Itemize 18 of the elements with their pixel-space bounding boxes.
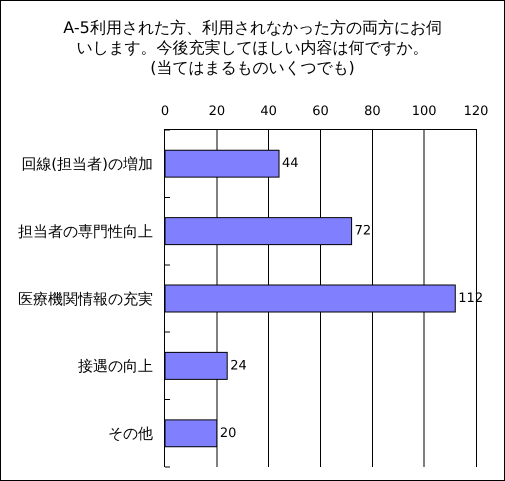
x-tick-label: 0 bbox=[160, 104, 170, 119]
x-tick-label: 20 bbox=[208, 104, 226, 119]
y-tick-label: 回線(担当者)の増加 bbox=[21, 154, 153, 173]
x-tick-label: 60 bbox=[312, 104, 329, 119]
data-label: 20 bbox=[220, 426, 236, 441]
x-tick-label: 120 bbox=[464, 104, 488, 119]
x-tick-label: 40 bbox=[260, 104, 277, 119]
x-tick-label: 80 bbox=[364, 104, 381, 119]
y-tick-label: 担当者の専門性向上 bbox=[18, 222, 153, 240]
data-label: 44 bbox=[282, 156, 299, 172]
y-tick-label: その他 bbox=[108, 424, 153, 443]
y-tick-label: 医療機関情報の充実 bbox=[18, 290, 153, 308]
data-label: 72 bbox=[354, 224, 372, 239]
y-tick-label: 接遇の向上 bbox=[78, 357, 153, 376]
chart-title: A-5利用された方、利用されなかった方の両方にお伺いします。今後充実してほしい内容は何ですか。 bbox=[62, 18, 443, 58]
chart-subtitle: (当てはまるものいくつでも) bbox=[149, 58, 356, 78]
x-tick-label: 100 bbox=[412, 104, 437, 119]
data-label: 24 bbox=[230, 358, 247, 374]
